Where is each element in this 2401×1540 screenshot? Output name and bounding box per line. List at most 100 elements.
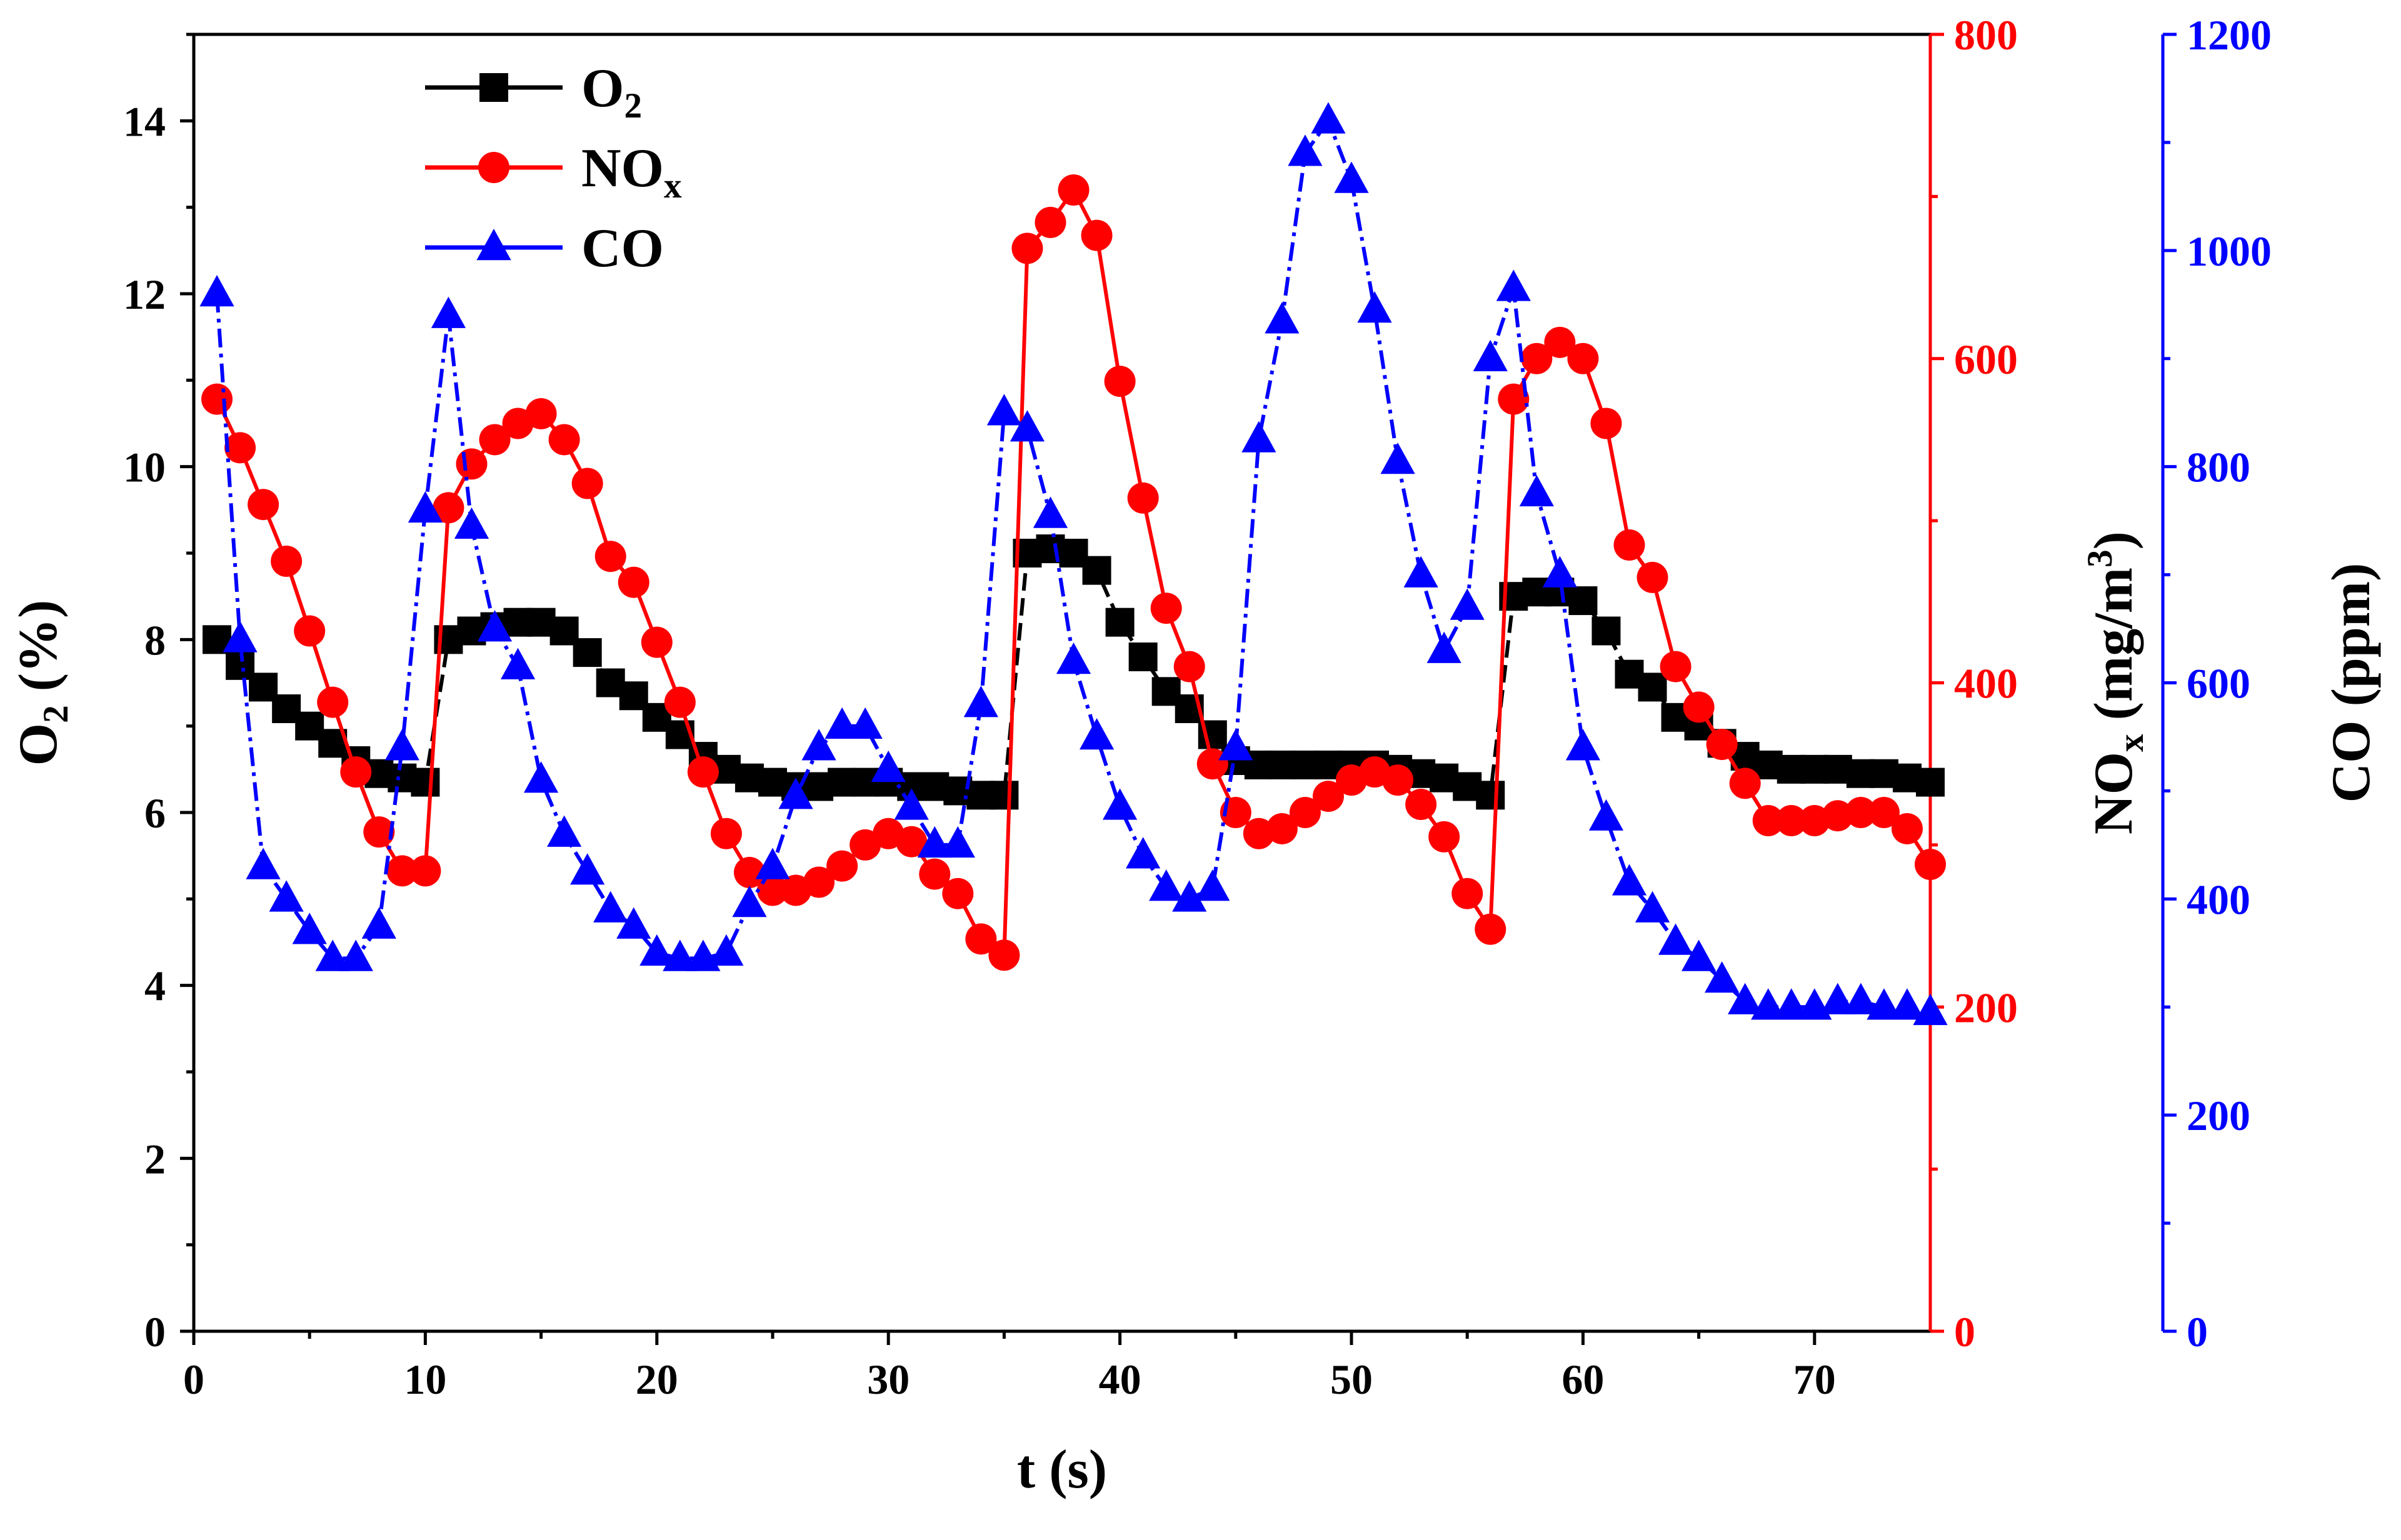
- data-point-nox: [1451, 878, 1483, 909]
- data-point-nox: [548, 424, 580, 456]
- data-point-co: [1311, 102, 1346, 134]
- data-point-o2: [990, 781, 1019, 810]
- data-point-o2: [1916, 768, 1945, 797]
- data-point-co: [732, 886, 767, 918]
- data-point-nox: [850, 829, 881, 861]
- data-point-nox: [1729, 768, 1761, 799]
- data-point-co: [1195, 869, 1230, 901]
- data-point-o2: [1082, 556, 1111, 585]
- data-point-co: [1288, 134, 1323, 166]
- data-point-co: [1241, 421, 1276, 452]
- data-point-nox: [1683, 691, 1715, 723]
- data-point-nox: [594, 541, 626, 572]
- data-point-o2: [1476, 781, 1505, 810]
- nox-label-sub: x: [2112, 734, 2151, 752]
- nox-tick-label: 200: [1954, 984, 2018, 1031]
- nox-label-rest: (mg/m: [2083, 568, 2144, 734]
- data-point-co: [1705, 961, 1740, 993]
- data-point-co: [384, 729, 419, 761]
- data-point-nox: [687, 756, 719, 788]
- data-point-o2: [1638, 672, 1667, 702]
- data-point-co: [1010, 410, 1045, 442]
- data-point-co: [616, 907, 651, 939]
- data-point-co: [199, 275, 234, 307]
- data-point-nox: [479, 424, 511, 456]
- data-point-nox: [1915, 849, 1946, 880]
- data-point-co: [524, 761, 559, 793]
- data-point-nox: [1058, 174, 1090, 206]
- legend-entry-o2: O2: [425, 58, 642, 126]
- data-point-nox: [1266, 812, 1298, 844]
- nox-label-close: ): [2083, 531, 2144, 549]
- x-tick-label: 20: [636, 1356, 678, 1403]
- series-co: [199, 102, 1948, 1026]
- data-point-nox: [710, 818, 742, 849]
- data-point-nox: [271, 545, 303, 577]
- x-tick-label: 10: [404, 1356, 446, 1403]
- data-point-nox: [1706, 729, 1738, 761]
- data-point-o2: [411, 768, 440, 797]
- data-point-co: [269, 880, 304, 912]
- legend-entry-co: CO: [425, 218, 664, 279]
- data-point-o2: [1568, 586, 1598, 616]
- data-point-nox: [1498, 383, 1530, 415]
- data-point-nox: [618, 566, 649, 598]
- data-point-nox: [988, 939, 1020, 971]
- data-point-co: [755, 848, 790, 879]
- data-point-nox: [1822, 800, 1853, 832]
- data-point-nox: [294, 615, 326, 647]
- o2-tick-label: 8: [144, 616, 166, 664]
- series-line-nox: [215, 188, 1932, 958]
- data-point-co: [1357, 291, 1392, 323]
- data-point-co: [1403, 556, 1438, 588]
- co-tick-label: 1000: [2187, 228, 2272, 275]
- o2-tick-label: 4: [144, 962, 166, 1010]
- data-point-co: [1682, 939, 1717, 971]
- data-point-nox: [1289, 797, 1321, 828]
- data-point-co: [1751, 988, 1786, 1020]
- data-point-nox: [363, 816, 395, 848]
- data-point-co: [1033, 496, 1068, 528]
- data-point-co: [1056, 642, 1091, 674]
- data-point-o2: [1128, 642, 1158, 671]
- data-point-nox: [641, 626, 673, 658]
- data-point-nox: [942, 878, 974, 909]
- data-point-nox: [1775, 804, 1807, 836]
- data-point-co: [1079, 718, 1115, 750]
- data-point-nox: [664, 686, 696, 718]
- co-tick-label: 800: [2187, 444, 2250, 491]
- data-point-nox: [386, 855, 418, 887]
- data-point-co: [848, 707, 883, 739]
- data-point-o2: [1105, 608, 1135, 637]
- data-point-co: [1658, 923, 1693, 955]
- data-point-nox: [1613, 529, 1645, 561]
- nox-tick-label: 400: [1954, 660, 2018, 708]
- data-point-co: [986, 394, 1021, 426]
- o2-axis-label: O2 (%): [8, 600, 76, 766]
- data-point-co: [593, 891, 628, 922]
- data-point-nox: [965, 923, 997, 955]
- data-point-nox: [456, 448, 488, 480]
- x-tick-label: 60: [1561, 1356, 1604, 1403]
- data-point-nox: [248, 489, 279, 521]
- data-point-co: [963, 686, 998, 718]
- co-axis-label-text: CO (ppm): [2321, 563, 2382, 803]
- data-point-co: [223, 621, 258, 652]
- data-point-co: [500, 648, 536, 679]
- data-point-co: [454, 507, 489, 539]
- data-point-co: [709, 934, 744, 966]
- data-point-nox: [826, 850, 858, 882]
- o2-tick-label: 12: [123, 271, 166, 318]
- nox-label-main: NO: [2083, 752, 2144, 834]
- series-nox: [201, 174, 1946, 971]
- legend-marker: [478, 152, 509, 183]
- legend-entry-nox: NOx: [425, 138, 682, 206]
- o2-label-rest: (%): [8, 600, 69, 706]
- data-point-co: [338, 939, 373, 971]
- data-point-o2: [1591, 616, 1621, 646]
- data-point-co: [1380, 442, 1415, 474]
- data-point-co: [1126, 837, 1161, 869]
- data-point-co: [1612, 864, 1647, 896]
- data-point-nox: [1544, 326, 1576, 358]
